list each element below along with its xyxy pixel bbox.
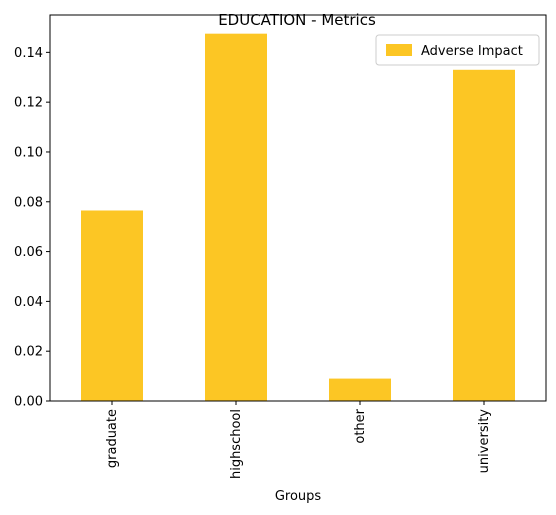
plot-frame bbox=[49, 14, 547, 402]
bar-graduate bbox=[81, 210, 143, 401]
x-tick-label: other bbox=[353, 408, 368, 443]
x-tick-label: highschool bbox=[229, 409, 244, 479]
y-tick-label: 0.06 bbox=[14, 245, 43, 260]
y-tick-label: 0.12 bbox=[14, 96, 43, 111]
chart-title: EDUCATION - Metrics bbox=[218, 11, 376, 29]
y-axis: 0.00 0.02 0.04 0.06 0.08 0.10 0.12 0.14 bbox=[14, 46, 50, 410]
x-tick-label: graduate bbox=[105, 409, 120, 468]
legend-box bbox=[375, 34, 540, 66]
bar-other bbox=[329, 378, 391, 401]
y-tick-label: 0.14 bbox=[14, 46, 43, 61]
y-tick-label: 0.04 bbox=[14, 295, 43, 310]
x-axis-label: Groups bbox=[275, 489, 322, 504]
y-tick-label: 0.10 bbox=[14, 145, 43, 160]
y-tick-label: 0.00 bbox=[14, 395, 43, 410]
bar-highschool bbox=[205, 33, 267, 401]
bars-layer bbox=[81, 33, 515, 401]
legend-label: Adverse Impact bbox=[421, 44, 523, 59]
y-tick-label: 0.02 bbox=[14, 345, 43, 360]
y-tick-label: 0.08 bbox=[14, 195, 43, 210]
bar-university bbox=[453, 69, 515, 401]
x-axis: graduate highschool other university bbox=[105, 401, 492, 479]
legend: Adverse Impact bbox=[375, 34, 540, 66]
x-tick-label: university bbox=[477, 409, 492, 474]
legend-swatch bbox=[386, 44, 412, 56]
